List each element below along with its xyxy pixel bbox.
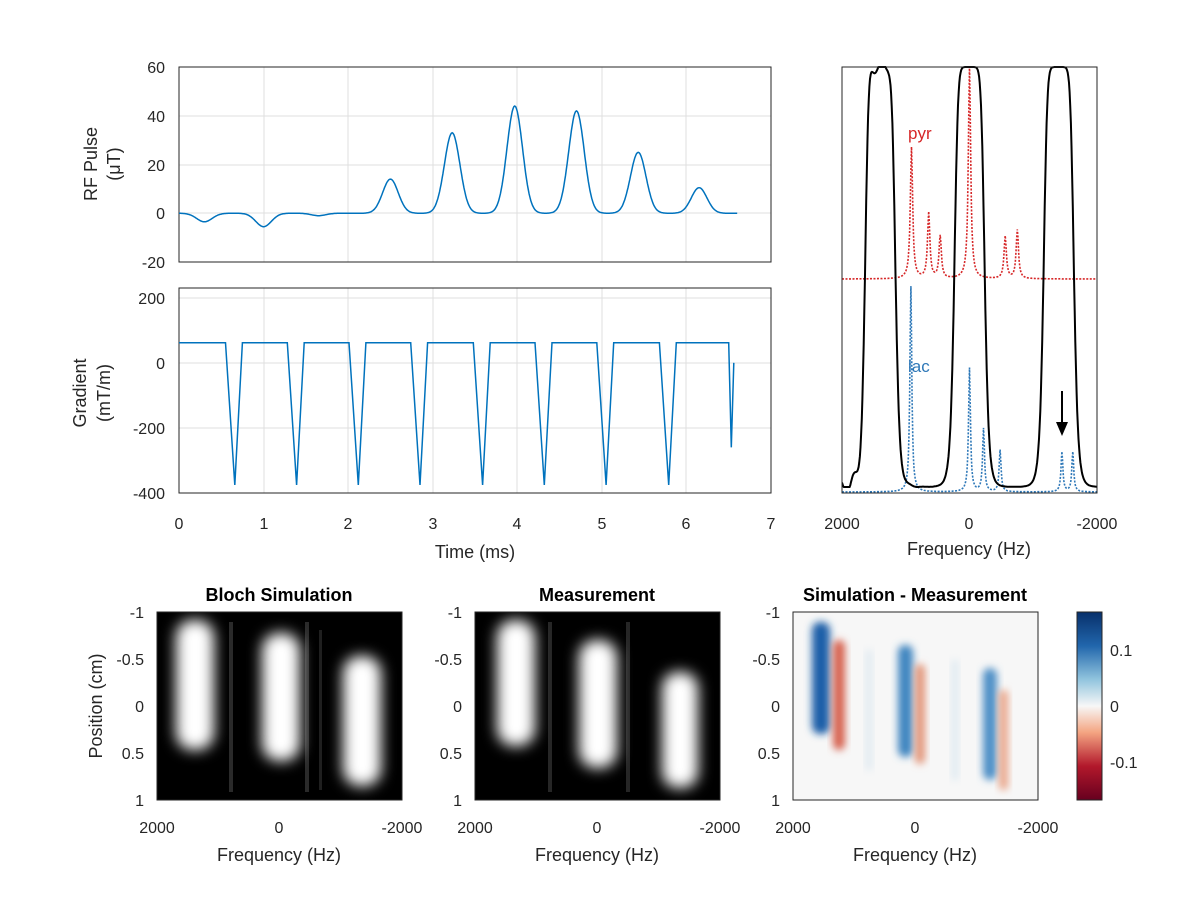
gradient-ylabel-line2: (mT/m) [94, 364, 114, 422]
freq-xlabel: Frequency (Hz) [853, 845, 977, 865]
freq-xlabel: Frequency (Hz) [535, 845, 659, 865]
gradient-axes-box [178, 287, 772, 494]
gradient-xticks: 0 1 2 3 4 5 6 7 [175, 516, 776, 533]
freq-xtick: -2000 [1018, 820, 1059, 837]
rf-pulse-panel: 60 40 20 0 -20 RF Pulse (μT) [81, 60, 772, 272]
rf-pulse-series [179, 105, 738, 228]
position-ylabel: Position (cm) [86, 653, 106, 758]
position-ytick: -0.5 [116, 652, 144, 669]
colorbar-tick: 0.1 [1110, 643, 1132, 660]
position-ytick: 0 [135, 699, 144, 716]
position-ytick: 0.5 [122, 746, 144, 763]
spectrum-axes-box [841, 66, 1098, 494]
measurement-panel: Measurement -1 -0.5 0 0.5 1 2000 0 -2000… [434, 585, 740, 865]
rf-ytick: -20 [142, 255, 165, 272]
lac-spectrum-series [842, 286, 1097, 493]
rf-ylabel-line1: RF Pulse [81, 127, 101, 201]
freq-xtick: 0 [911, 820, 920, 837]
gradient-ylabel-line1: Gradient [70, 358, 90, 427]
position-ytick: -0.5 [752, 652, 780, 669]
spectrum-panel: pyr lac 2000 0 -2000 Frequency (Hz) [824, 66, 1118, 559]
arrow-marker [1056, 391, 1068, 436]
gradient-ytick: -400 [133, 486, 165, 503]
measurement-image [497, 620, 698, 792]
freq-xtick: 0 [275, 820, 284, 837]
position-ytick: 1 [135, 793, 144, 810]
position-ytick: 0 [771, 699, 780, 716]
position-ytick: 1 [453, 793, 462, 810]
pyr-label: pyr [908, 124, 932, 143]
time-xtick: 0 [175, 516, 184, 533]
time-xlabel: Time (ms) [435, 542, 515, 562]
rf-ytick: 0 [156, 206, 165, 223]
rf-ylabel-line2: (μT) [104, 147, 124, 180]
colorbar: 0.1 0 -0.1 [1076, 611, 1138, 801]
time-xtick: 6 [682, 516, 691, 533]
position-ytick: 0 [453, 699, 462, 716]
position-ytick: -1 [130, 605, 144, 622]
freq-xtick: -2000 [700, 820, 741, 837]
time-xtick: 4 [513, 516, 522, 533]
freq-xlabel: Frequency (Hz) [217, 845, 341, 865]
rf-yticks: 60 40 20 0 -20 [142, 60, 165, 272]
position-yticks: -1 -0.5 0 0.5 1 [752, 605, 780, 810]
panel-title: Bloch Simulation [205, 585, 352, 605]
freq-xtick: 2000 [775, 820, 811, 837]
pyr-spectrum-series [842, 66, 1097, 280]
position-ytick: 1 [771, 793, 780, 810]
time-xtick: 1 [260, 516, 269, 533]
position-ytick: 0.5 [440, 746, 462, 763]
rf-ytick: 20 [147, 158, 165, 175]
gradient-ytick: 0 [156, 356, 165, 373]
spectrum-xtick: 2000 [824, 516, 860, 533]
spectrum-xtick: -2000 [1077, 516, 1118, 533]
bloch-image [176, 620, 381, 792]
difference-panel: Simulation - Measurement -1 -0.5 0 0.5 1… [752, 585, 1058, 865]
freq-xtick: -2000 [382, 820, 423, 837]
time-xtick: 3 [429, 516, 438, 533]
time-xtick: 2 [344, 516, 353, 533]
panel-title: Simulation - Measurement [803, 585, 1027, 605]
time-xtick: 7 [767, 516, 776, 533]
position-ytick: -1 [766, 605, 780, 622]
colorbar-tick: -0.1 [1110, 755, 1138, 772]
bloch-simulation-panel: Bloch Simulation -1 -0.5 0 0.5 1 Positio… [86, 585, 423, 865]
gradient-ytick: 200 [138, 291, 165, 308]
gradient-gridlines [179, 288, 771, 493]
spectrum-xlabel: Frequency (Hz) [907, 539, 1031, 559]
rf-ytick: 60 [147, 60, 165, 77]
position-yticks: -1 -0.5 0 0.5 1 [434, 605, 462, 810]
rf-ytick: 40 [147, 109, 165, 126]
difference-image [812, 622, 1008, 790]
rf-axes-box [178, 66, 772, 263]
position-ytick: -1 [448, 605, 462, 622]
position-yticks: -1 -0.5 0 0.5 1 [116, 605, 144, 810]
freq-xtick: 2000 [457, 820, 493, 837]
lac-label: lac [908, 357, 930, 376]
freq-xtick: 0 [593, 820, 602, 837]
position-ytick: -0.5 [434, 652, 462, 669]
freq-xtick: 2000 [139, 820, 175, 837]
gradient-ytick: -200 [133, 421, 165, 438]
gradient-yticks: 200 0 -200 -400 [133, 291, 165, 503]
gradient-panel: 200 0 -200 -400 0 1 2 3 4 5 6 7 Time (ms… [70, 287, 776, 562]
spectrum-xtick: 0 [965, 516, 974, 533]
position-ytick: 0.5 [758, 746, 780, 763]
panel-title: Measurement [539, 585, 655, 605]
gradient-series [179, 341, 735, 485]
colorbar-tick: 0 [1110, 699, 1119, 716]
time-xtick: 5 [598, 516, 607, 533]
rf-gridlines [179, 66, 771, 262]
